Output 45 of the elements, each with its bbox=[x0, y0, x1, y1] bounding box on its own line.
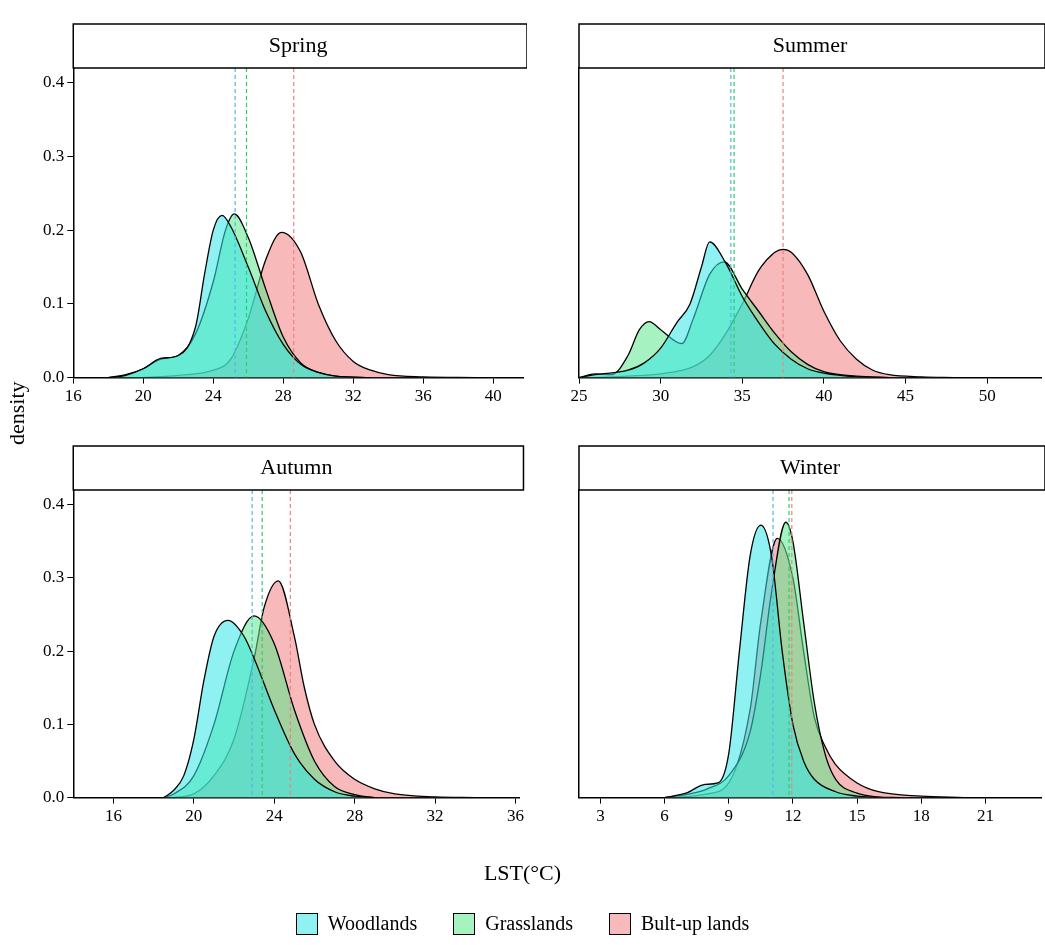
x-tick-label: 28 bbox=[346, 806, 364, 826]
x-tick-label: 12 bbox=[784, 806, 802, 826]
y-tick-label: 0.2 bbox=[43, 640, 65, 660]
x-tick-label: 32 bbox=[426, 806, 444, 826]
y-tick-label: 0.0 bbox=[43, 787, 65, 807]
x-tick-label: 16 bbox=[104, 806, 122, 826]
y-tick-label: 0.3 bbox=[43, 145, 65, 165]
x-tick-label: 20 bbox=[134, 386, 152, 406]
y-tick-label: 0.1 bbox=[43, 293, 65, 313]
y-tick-label: 0.4 bbox=[43, 72, 65, 92]
x-tick-label: 28 bbox=[274, 386, 292, 406]
x-tick-label: 18 bbox=[912, 806, 930, 826]
x-tick-label: 16 bbox=[64, 386, 82, 406]
x-tick-label: 35 bbox=[733, 386, 751, 406]
x-tick-label: 6 bbox=[660, 806, 669, 826]
x-tick-label: 36 bbox=[414, 386, 432, 406]
chart-title: Spring bbox=[268, 31, 328, 57]
chart-title: Autumn bbox=[260, 453, 333, 479]
x-tick-label: 50 bbox=[978, 386, 996, 406]
x-tick-label: 24 bbox=[204, 386, 223, 406]
x-tick-label: 40 bbox=[484, 386, 502, 406]
x-tick-label: 30 bbox=[652, 386, 670, 406]
y-tick-label: 0.1 bbox=[43, 713, 65, 733]
chart-title: Summer bbox=[772, 31, 848, 57]
x-tick-label: 40 bbox=[815, 386, 833, 406]
x-tick-label: 9 bbox=[724, 806, 733, 826]
y-tick-label: 0.0 bbox=[43, 367, 65, 387]
y-axis-title: density bbox=[4, 381, 30, 445]
x-axis-title: LST(°C) bbox=[482, 860, 563, 886]
x-tick-label: 3 bbox=[596, 806, 605, 826]
x-tick-label: 32 bbox=[344, 386, 362, 406]
x-tick-label: 21 bbox=[976, 806, 994, 826]
legend-label: Bult-up lands bbox=[640, 912, 750, 935]
x-tick-label: 25 bbox=[570, 386, 588, 406]
legend-label: Woodlands bbox=[327, 912, 418, 935]
y-tick-label: 0.3 bbox=[43, 567, 65, 587]
legend-label: Grasslands bbox=[485, 912, 573, 935]
y-tick-label: 0.2 bbox=[43, 219, 65, 239]
x-tick-label: 45 bbox=[897, 386, 914, 406]
chart-title: Winter bbox=[779, 453, 841, 479]
x-tick-label: 15 bbox=[848, 806, 866, 826]
x-tick-label: 36 bbox=[506, 806, 524, 826]
x-tick-label: 24 bbox=[265, 806, 284, 826]
x-tick-label: 20 bbox=[185, 806, 203, 826]
y-tick-label: 0.4 bbox=[43, 494, 65, 514]
